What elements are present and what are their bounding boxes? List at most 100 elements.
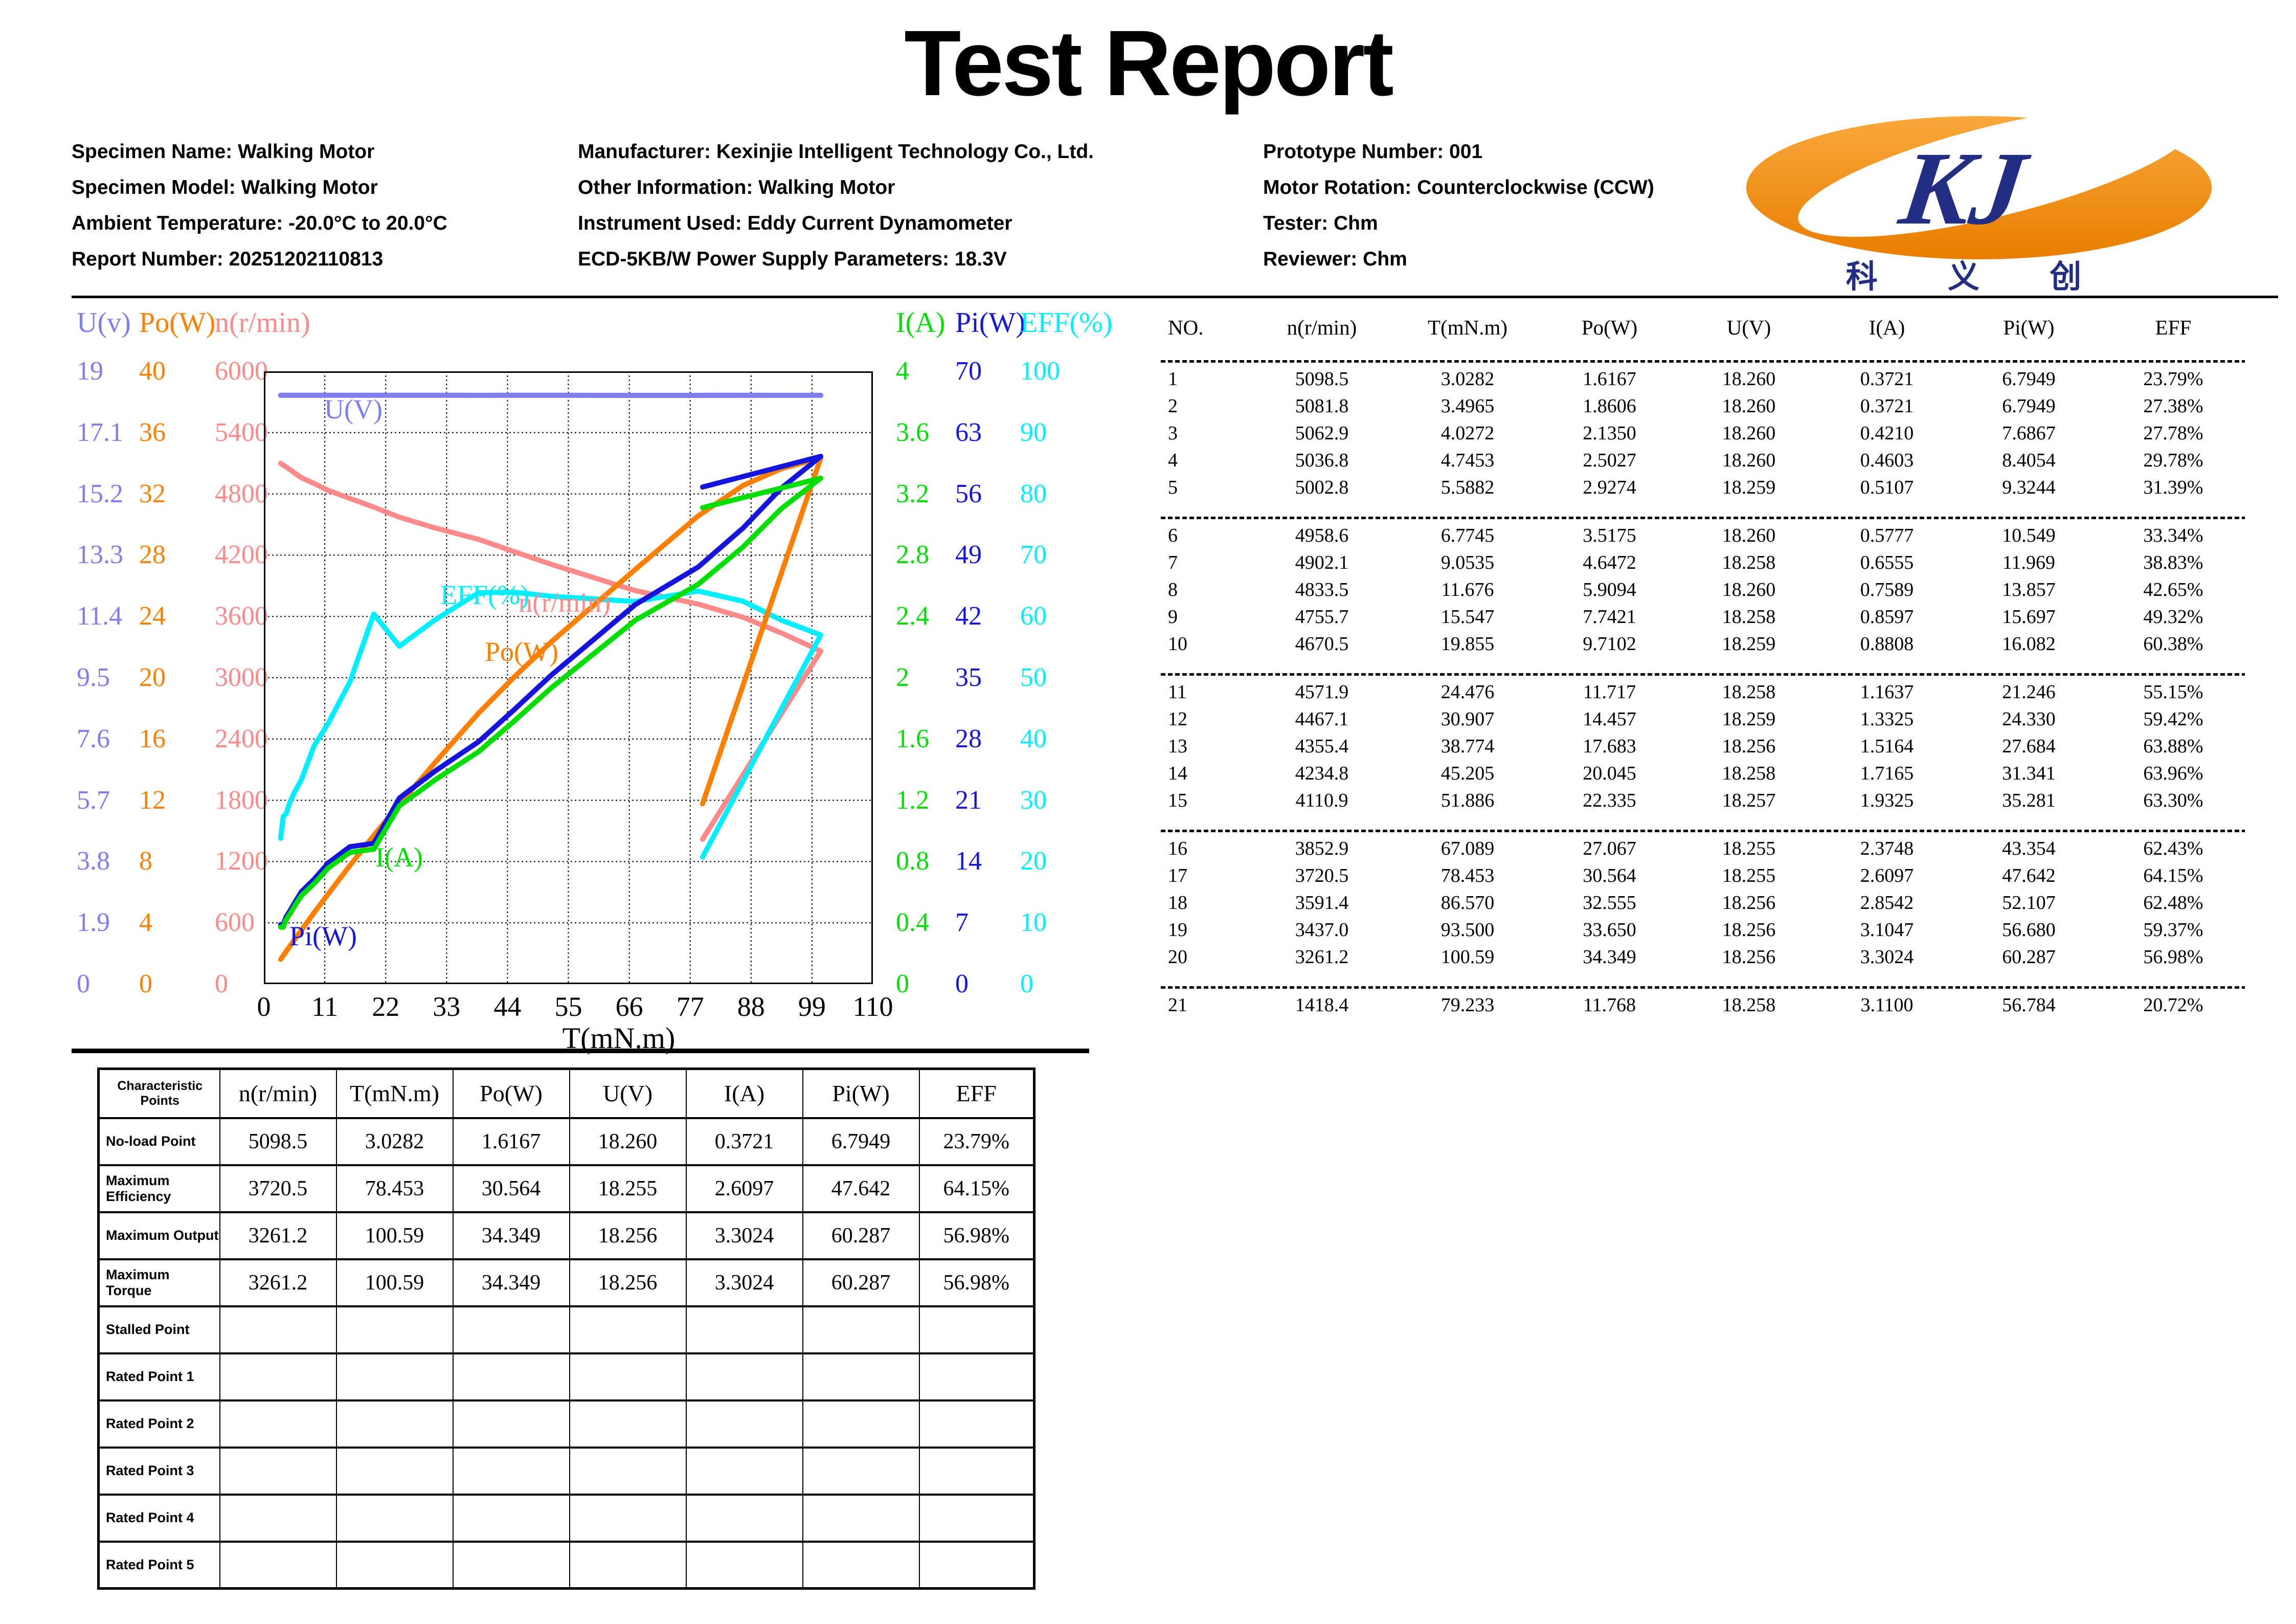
axis-tick-label: 32	[139, 479, 166, 508]
axis-tick-label: 2	[896, 663, 909, 692]
header-info-middle-column: Manufacturer: Kexinjie Intelligent Techn…	[578, 134, 1094, 277]
table-cell: 47.642	[802, 1164, 920, 1213]
table-cell: 56.98%	[2143, 946, 2203, 968]
table-cell: 0.3721	[685, 1117, 803, 1166]
axis-tick-label: 63	[955, 417, 982, 447]
table-cell: 3261.2	[1295, 946, 1349, 968]
plot-border	[264, 371, 873, 984]
axis-tick-label: 3.2	[896, 479, 929, 508]
dashed-separator	[1161, 517, 2245, 519]
table-cell: 1.7165	[1860, 763, 1914, 784]
logo-characters: 科 义 创	[1846, 259, 2112, 295]
x-axis-tick-label: 0	[257, 991, 271, 1022]
EFF-curve	[278, 588, 824, 860]
table-cell: Rated Point 3	[98, 1446, 220, 1496]
table-cell: 4.7453	[1440, 450, 1495, 471]
header-info-right-column: Prototype Number: 001 Motor Rotation: Cou…	[1263, 134, 1654, 277]
table-cell: I(A)	[1869, 316, 1905, 339]
axis-tick-label: 21	[955, 785, 982, 815]
table-cell: Pi(W)	[2003, 316, 2055, 339]
table-cell: 3720.5	[1295, 865, 1349, 886]
x-axis-tick-label: 11	[311, 991, 339, 1022]
axis-tick-label: 4	[139, 908, 152, 938]
table-cell: 3	[1168, 422, 1178, 444]
table-cell: 18.260	[1722, 368, 1776, 390]
axis-tick-label: 0	[139, 969, 152, 998]
table-cell: 3261.2	[219, 1258, 337, 1307]
table-cell: Maximum Torque	[98, 1258, 220, 1307]
table-row: Rated Point 1	[98, 1352, 1035, 1401]
axis-legend-EFF(%): EFF(%)	[1020, 307, 1113, 339]
n-curve-label: n(r/min)	[519, 587, 611, 618]
axis-tick-label: 1800	[215, 785, 268, 815]
table-cell: 31.341	[2002, 763, 2056, 784]
table-cell: 8.4054	[2002, 450, 2056, 471]
table-cell: 3720.5	[219, 1164, 337, 1213]
table-cell: 60.287	[2002, 946, 2056, 968]
table-cell: 79.233	[1440, 994, 1495, 1016]
axis-tick-label: 50	[1020, 663, 1047, 692]
table-cell: 59.37%	[2143, 919, 2203, 941]
table-cell	[802, 1493, 920, 1543]
table-cell: 21.246	[2002, 681, 2056, 703]
table-row: 16 3852.9 67.089 27.067 18.255 2.3748 43.354 62…	[1161, 835, 2245, 862]
table-cell: 27.78%	[2143, 422, 2203, 444]
chart-table-divider-line	[72, 1049, 1089, 1053]
table-cell: 18.257	[1722, 790, 1776, 811]
table-cell: 4670.5	[1295, 633, 1349, 655]
table-cell: 1.3325	[1860, 708, 1914, 730]
table-cell: 14	[1168, 763, 1187, 784]
axis-legend-Po(W): Po(W)	[139, 307, 216, 339]
table-cell: 18.256	[1722, 736, 1776, 757]
table-cell: 34.349	[1583, 946, 1636, 968]
table-cell: Po(W)	[1581, 316, 1638, 339]
table-cell	[452, 1352, 570, 1401]
table-cell: 3.0282	[335, 1117, 454, 1166]
table-cell: 17	[1168, 865, 1187, 886]
axis-tick-label: 49	[955, 540, 982, 570]
axis-tick-label: 8	[139, 847, 152, 876]
x-axis-tick-label: 66	[615, 991, 643, 1022]
characteristic-points-table: Characteristic Points n(r/min) T(mN.m) Po(W…	[97, 1067, 1036, 1590]
table-cell: 67.089	[1440, 838, 1495, 859]
table-cell: n(r/min)	[1287, 316, 1357, 339]
table-cell: 60.287	[802, 1211, 920, 1260]
table-cell	[685, 1399, 803, 1449]
table-cell: 4833.5	[1295, 579, 1349, 600]
header-info-line: Tester: Chm	[1263, 212, 1378, 234]
axis-tick-label: 3600	[215, 602, 268, 631]
table-cell: 30.907	[1440, 708, 1495, 730]
axis-tick-label: 0	[896, 969, 909, 998]
table-cell: 0.4210	[1860, 422, 1914, 444]
table-cell: 18.256	[1722, 946, 1776, 968]
axis-tick-label: 4200	[215, 540, 268, 570]
table-cell: 3.5175	[1583, 525, 1636, 546]
table-header-cell: Po(W)	[452, 1067, 570, 1119]
I-curve-label: I(A)	[375, 842, 423, 873]
table-cell	[569, 1446, 687, 1496]
table-cell: 45.205	[1440, 763, 1495, 784]
table-cell	[802, 1540, 920, 1590]
table-cell: 13	[1168, 736, 1187, 757]
axis-tick-label: 19	[77, 357, 103, 386]
header-info-line: Report Number: 20251202110813	[72, 248, 384, 270]
x-axis-tick-label: 77	[676, 991, 704, 1022]
table-cell: 20.045	[1583, 763, 1636, 784]
table-cell: 2	[1168, 395, 1178, 417]
axis-tick-label: 28	[955, 724, 982, 753]
axis-tick-label: 10	[1020, 908, 1047, 938]
table-cell: 42.65%	[2143, 579, 2203, 600]
table-cell: 1.9325	[1860, 790, 1914, 811]
table-cell: 3591.4	[1295, 892, 1349, 914]
table-cell: 10	[1168, 633, 1187, 655]
table-cell	[802, 1446, 920, 1496]
axis-tick-label: 28	[139, 540, 166, 570]
table-cell: 19.855	[1440, 633, 1495, 655]
table-cell: 18.258	[1722, 994, 1776, 1016]
table-cell: 43.354	[2002, 838, 2056, 859]
table-cell: 27.067	[1583, 838, 1636, 859]
table-cell: 11	[1168, 681, 1187, 703]
table-row: 14 4234.8 45.205 20.045 18.258 1.7165 31.341 63…	[1161, 760, 2245, 787]
table-cell: 5.5882	[1440, 477, 1495, 498]
table-row: 18 3591.4 86.570 32.555 18.256 2.8542 52.107 62…	[1161, 889, 2245, 917]
